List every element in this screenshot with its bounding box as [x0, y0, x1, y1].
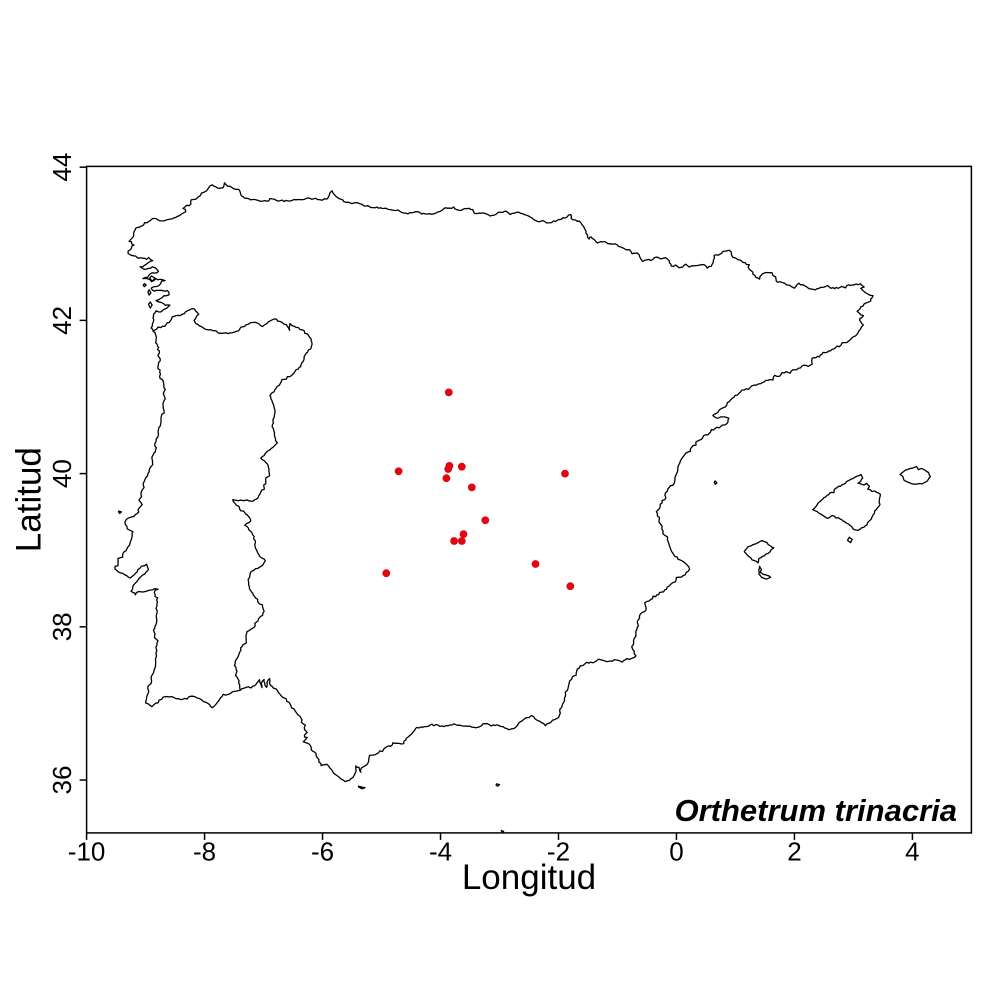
occurrence-point: [531, 560, 540, 568]
x-axis: -10 -8 -6 -4 -2 0 2 4: [68, 832, 920, 867]
occurrence-point: [566, 582, 575, 591]
occurrence-point: [394, 467, 403, 476]
y-axis: 36 38 40 42 44: [47, 153, 87, 795]
island-columbretes: [713, 480, 718, 485]
island-ceuta: [357, 785, 366, 790]
occurrence-point: [481, 516, 490, 525]
species-annotation: Orthetrum trinacria: [674, 793, 957, 828]
island-ibiza: [743, 539, 775, 564]
border-portugal-spain: [152, 307, 313, 691]
x-tick-label: -8: [193, 837, 216, 867]
island-salvora: [142, 282, 147, 288]
x-axis-label: Longitud: [462, 858, 596, 897]
occurrence-point: [444, 465, 453, 473]
occurrence-point: [561, 469, 569, 478]
y-tick-label: 42: [47, 306, 77, 335]
island-formentera: [758, 565, 772, 580]
occurrence-point: [467, 483, 476, 492]
occurrence-point: [457, 462, 466, 471]
plot-box: [85, 165, 973, 834]
x-tick-label: 2: [787, 837, 801, 867]
island-arousa: [149, 275, 156, 282]
y-tick-label: 36: [47, 766, 77, 795]
x-tick-label: 4: [905, 837, 919, 867]
x-tick-label: -10: [68, 837, 106, 867]
x-tick-label: -2: [547, 837, 570, 867]
occurrence-point: [442, 474, 451, 483]
island-cies: [147, 301, 153, 309]
occurrence-point: [444, 388, 453, 397]
occurrence-points-layer: [382, 388, 575, 591]
coastline-iberian-peninsula: [114, 182, 874, 783]
y-tick-label: 38: [47, 612, 77, 641]
x-tick-label: -6: [311, 837, 334, 867]
island-menorca: [899, 465, 931, 485]
occurrence-point: [459, 530, 468, 538]
occurrence-point: [382, 569, 391, 578]
island-berlengas: [117, 510, 123, 515]
island-mallorca: [812, 473, 882, 531]
occurrence-point: [457, 537, 466, 545]
y-axis-label: Latitud: [10, 447, 49, 552]
island-melilla: [500, 829, 505, 834]
coastline-layer: [114, 182, 931, 834]
x-tick-label: -4: [429, 837, 452, 867]
y-tick-label: 40: [47, 459, 77, 488]
island-alboran: [495, 783, 501, 787]
island-ons: [147, 289, 152, 296]
y-tick-label: 44: [47, 153, 77, 182]
x-tick-label: 0: [669, 837, 683, 867]
island-cabrera: [846, 536, 853, 544]
occurrence-point: [450, 537, 458, 545]
